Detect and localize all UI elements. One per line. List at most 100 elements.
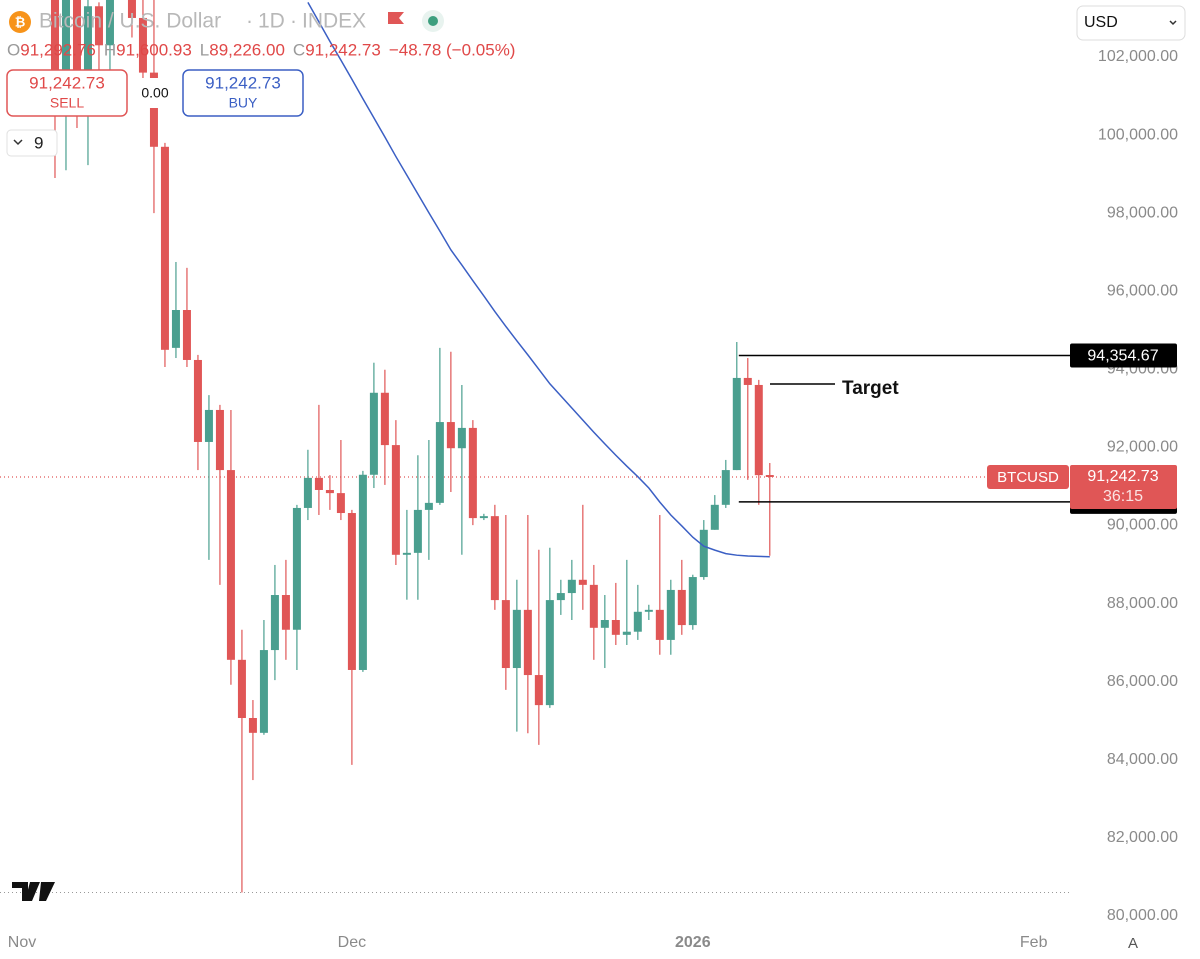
candle-body	[72, 0, 81, 85]
change: −48.78 (−0.05%)	[389, 40, 516, 59]
candle-body	[721, 470, 730, 505]
candle-body	[501, 600, 510, 669]
candle-body	[336, 493, 345, 514]
candle-body	[160, 146, 169, 350]
candle-body	[380, 392, 389, 446]
ohlc-value: 89,226.00	[209, 40, 285, 59]
last-price-label: 91,242.73	[1087, 468, 1158, 485]
sell-price: 91,242.73	[29, 73, 105, 92]
sell-button[interactable]	[6, 69, 128, 117]
candle-body	[50, 0, 59, 77]
x-tick-label: 2026	[675, 934, 711, 951]
ohlc-legend: O 91,292.76 H 91,600.93 L 89,226.00 C 91,242.73…	[7, 40, 515, 59]
candle-body	[743, 377, 752, 385]
y-tick-label: 92,000.00	[1107, 439, 1178, 456]
spread-bg	[131, 78, 179, 108]
ohlc-value: 91,600.93	[116, 40, 192, 59]
candle-body	[237, 659, 246, 718]
indicator-toggle[interactable]	[6, 129, 58, 157]
ohlc-key: C	[293, 40, 305, 59]
candle-body	[303, 477, 312, 508]
ohlc-key: O	[7, 40, 20, 59]
candle-body	[424, 502, 433, 510]
symbol-label: BTCUSD	[997, 469, 1059, 486]
candle-body	[677, 589, 686, 626]
candle-body	[699, 529, 708, 578]
y-tick-label: 102,000.00	[1098, 48, 1178, 65]
chevron	[1169, 20, 1177, 26]
ma-length: 9	[34, 133, 43, 152]
x-tick-label: Feb	[1020, 934, 1048, 951]
plot-area	[0, 0, 1070, 894]
candle-body	[369, 392, 378, 475]
candle-body	[402, 552, 411, 555]
ohlc-value: 91,292.76	[20, 40, 96, 59]
y-tick-label: 88,000.00	[1107, 595, 1178, 612]
tv-logo	[12, 882, 55, 901]
candle-body	[479, 516, 488, 519]
candle-body	[765, 475, 774, 477]
flag-icon[interactable]	[388, 12, 404, 24]
auto-button: A	[1128, 935, 1138, 952]
candle-body	[644, 609, 653, 612]
candle-body	[435, 422, 444, 503]
candle-body	[61, 0, 70, 77]
candle-body	[138, 17, 147, 73]
candle-body	[182, 310, 191, 360]
candle-body	[468, 427, 477, 519]
candle-body	[578, 579, 587, 585]
candle-body	[589, 584, 598, 628]
level-label-bg	[1070, 343, 1177, 368]
y-tick-label: 90,000.00	[1107, 517, 1178, 534]
candle-body	[215, 409, 224, 471]
candle-body	[226, 470, 235, 660]
candle-body	[600, 620, 609, 628]
candle-body	[534, 675, 543, 706]
interval: 1D	[258, 10, 285, 33]
price-axis: 102,000.00 100,000.00 98,000.00 96,000.00 94…	[8, 48, 1178, 951]
y-tick-label: 96,000.00	[1107, 282, 1178, 299]
candle-body	[270, 595, 279, 651]
candle-body	[523, 609, 532, 676]
candle-body	[556, 593, 565, 601]
candle-body	[710, 504, 719, 530]
candle-body	[490, 516, 499, 601]
chevron	[13, 139, 23, 146]
y-tick-label: 100,000.00	[1098, 126, 1178, 143]
annotation: Target	[842, 378, 899, 399]
candle-body	[545, 600, 554, 706]
candle-body	[292, 507, 301, 630]
buy-button[interactable]	[182, 69, 304, 117]
countdown: 36:15	[1103, 488, 1143, 505]
coin-icon	[9, 11, 31, 33]
y-tick-label: 80,000.00	[1107, 907, 1178, 924]
separator: ·	[246, 10, 253, 33]
candle-body	[105, 0, 114, 46]
symbol-label-bg	[987, 464, 1069, 489]
spread: 0.00	[141, 85, 168, 101]
sell-label: SELL	[50, 95, 84, 111]
candle-body	[248, 717, 257, 733]
candle-body	[622, 631, 631, 635]
candle-body	[567, 579, 576, 594]
auto-bg[interactable]	[1120, 930, 1146, 956]
candle-body	[457, 427, 466, 449]
exchange: INDEX	[302, 10, 366, 33]
candle-body	[193, 359, 202, 442]
status-dot	[428, 16, 438, 26]
candle-body	[171, 310, 180, 348]
candle-body	[314, 477, 323, 490]
y-tick-label: 86,000.00	[1107, 673, 1178, 690]
coin-glyph: ₿	[15, 14, 26, 29]
ohlc-key: L	[200, 40, 209, 59]
last-price-bg	[1070, 464, 1177, 509]
y-tick-label: 98,000.00	[1107, 204, 1178, 221]
candle-body	[259, 650, 268, 733]
candle-body	[732, 377, 741, 471]
candle-body	[325, 489, 334, 494]
ma-line	[307, 1, 770, 558]
ohlc-key: H	[104, 40, 116, 59]
x-tick-label: Nov	[8, 934, 36, 951]
currency-select[interactable]	[1076, 5, 1186, 41]
